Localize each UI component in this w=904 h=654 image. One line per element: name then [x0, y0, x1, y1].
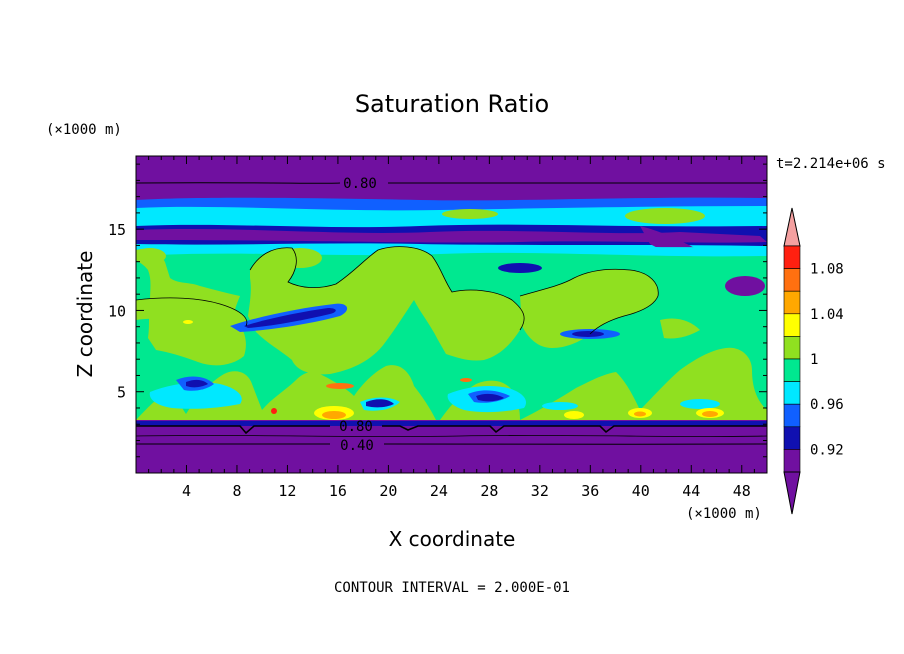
x-tick-label: 36	[581, 482, 599, 500]
contour-label-upper: 0.80	[343, 176, 377, 192]
upper-dark-blob	[498, 263, 542, 273]
hotspot-h	[460, 378, 472, 382]
lower-dark-left	[186, 379, 208, 388]
lime-streak-upper-left	[136, 297, 247, 328]
lime-region-right	[520, 269, 659, 348]
colorbar-swatch	[783, 358, 801, 382]
upper-green-cap-2	[442, 209, 498, 219]
hotspot-g	[271, 408, 277, 414]
upper-green-cap	[625, 208, 705, 224]
hotspot-d-inner	[702, 411, 718, 417]
hotspot-f	[326, 383, 354, 389]
hotspot-c-inner	[634, 411, 646, 417]
colorbar-swatch	[783, 336, 801, 360]
lower-dark-mid	[366, 399, 394, 408]
y-tick-label: 5	[117, 384, 126, 402]
lime-small-upper	[278, 248, 322, 268]
chart-title: Saturation Ratio	[355, 90, 549, 118]
x-tick-label: 4	[182, 482, 191, 500]
y-axis: 5 10 15	[108, 163, 767, 458]
x-tick-label: 24	[430, 482, 448, 500]
colorbar-swatch	[783, 290, 801, 315]
x-tick-label: 48	[733, 482, 751, 500]
lower-cyan-spot-farright	[680, 399, 720, 409]
colorbar-swatch	[783, 403, 801, 428]
colorbar-swatch	[783, 381, 801, 405]
contour-label-lower-080: 0.80	[339, 419, 373, 435]
colorbar-over-arrow	[783, 207, 801, 247]
y-tick-label: 10	[108, 302, 126, 320]
contour-upper-080	[136, 182, 767, 184]
colorbar-under-arrow	[783, 471, 801, 515]
contour-lower-080	[136, 425, 767, 435]
lower-boundary-layer	[136, 421, 767, 473]
x-axis: 4 8 12 16 20 24 28 32 36 40 44 48	[148, 156, 755, 500]
mid-dark-blob-right	[572, 331, 604, 337]
hotspot-e	[183, 320, 193, 324]
colorbar-label: 0.92	[810, 442, 844, 458]
lower-boundary-dark-band	[136, 421, 767, 426]
y-unit-label: (×1000 m)	[46, 122, 122, 138]
colorbar: 1.08 1.04 1 0.96 0.92	[783, 207, 844, 515]
x-tick-label: 40	[632, 482, 650, 500]
colorbar-swatch	[783, 268, 801, 292]
lime-region-far-right	[660, 318, 700, 339]
contour-interval-footer: CONTOUR INTERVAL = 2.000E-01	[334, 580, 570, 596]
colorbar-label: 1.08	[810, 262, 844, 278]
hotspot-a-inner	[322, 411, 346, 419]
colorbar-swatch	[783, 313, 801, 337]
upper-purple-streak	[136, 229, 767, 243]
contour-cloud-edge	[136, 246, 659, 335]
saturation-field	[136, 156, 767, 473]
mid-dark-streak-core	[244, 308, 336, 328]
x-axis-label: X coordinate	[389, 527, 516, 551]
colorbar-swatch	[783, 449, 801, 473]
x-tick-label: 12	[278, 482, 296, 500]
lower-dark-center	[476, 393, 504, 402]
lower-cyan-left	[149, 382, 242, 409]
y-axis-label: Z coordinate	[73, 251, 97, 378]
colorbar-label: 1	[810, 352, 818, 368]
contour-lower-040	[136, 443, 767, 445]
x-tick-label: 8	[232, 482, 241, 500]
x-tick-label: 44	[682, 482, 700, 500]
colorbar-swatch	[783, 426, 801, 450]
lime-region-center	[248, 246, 525, 375]
contour-lower-060	[136, 435, 767, 437]
x-unit-label: (×1000 m)	[686, 506, 762, 522]
contour-label-lower-040: 0.40	[340, 438, 374, 454]
upper-right-dark-blob	[725, 276, 765, 296]
lime-small-upper-2	[136, 248, 166, 264]
x-tick-label: 28	[480, 482, 498, 500]
colorbar-swatch	[783, 245, 801, 269]
x-tick-label: 20	[379, 482, 397, 500]
hotspot-b	[564, 411, 584, 419]
colorbar-label: 1.04	[810, 307, 844, 323]
x-tick-label: 16	[329, 482, 347, 500]
colorbar-label: 0.96	[810, 397, 844, 413]
x-tick-label: 32	[531, 482, 549, 500]
lower-cyan-spot-right	[542, 402, 578, 410]
y-tick-label: 15	[108, 221, 126, 239]
time-label: t=2.214e+06 s	[776, 156, 886, 172]
